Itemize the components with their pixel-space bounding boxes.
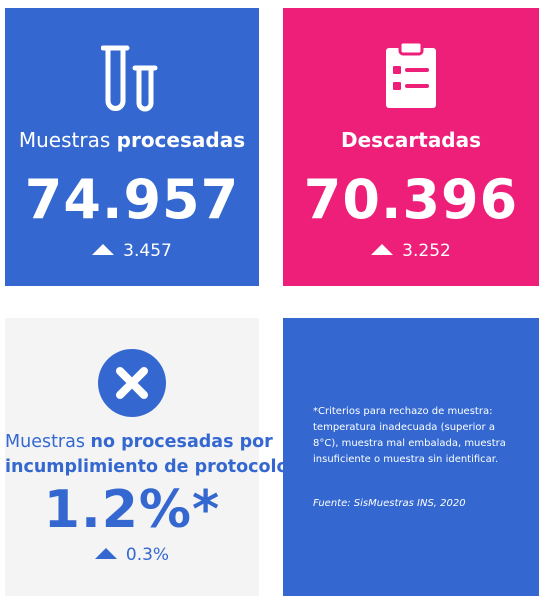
processed-samples-delta-value: 3.457 — [123, 241, 172, 261]
x-circle-icon — [97, 348, 167, 422]
not-processed-samples-delta: 0.3% — [5, 544, 259, 566]
rejection-criteria-note: *Criterios para rechazo de muestra: temp… — [313, 406, 506, 465]
not-processed-samples-value: 1.2%* — [43, 480, 221, 540]
processed-samples-card: Muestras procesadas 74.957 3.457 — [5, 8, 259, 286]
processed-samples-title: Muestras procesadas — [18, 128, 246, 152]
not-processed-samples-card: Muestras no procesadas por incumplimient… — [5, 318, 289, 596]
discarded-samples-card: Descartadas 70.396 3.252 — [283, 8, 539, 286]
not-processed-samples-title: Muestras no procesadas por incumplimient… — [5, 432, 289, 477]
clipboard-checklist-icon — [383, 40, 439, 114]
triangle-up-icon — [94, 547, 117, 559]
source-note: Fuente: SisMuestras INS, 2020 — [313, 498, 466, 509]
processed-samples-value: 74.957 — [24, 168, 240, 231]
triangle-up-icon — [92, 243, 115, 255]
notes-card: *Criterios para rechazo de muestra: temp… — [283, 318, 539, 596]
discarded-samples-title: Descartadas — [340, 128, 482, 152]
not-processed-samples-delta-value: 0.3% — [125, 545, 170, 565]
discarded-samples-delta: 3.252 — [283, 240, 539, 262]
triangle-up-icon — [371, 243, 394, 255]
processed-samples-delta: 3.457 — [5, 240, 259, 262]
discarded-samples-value: 70.396 — [303, 168, 519, 231]
discarded-samples-delta-value: 3.252 — [402, 241, 451, 261]
test-tubes-icon — [100, 43, 163, 119]
